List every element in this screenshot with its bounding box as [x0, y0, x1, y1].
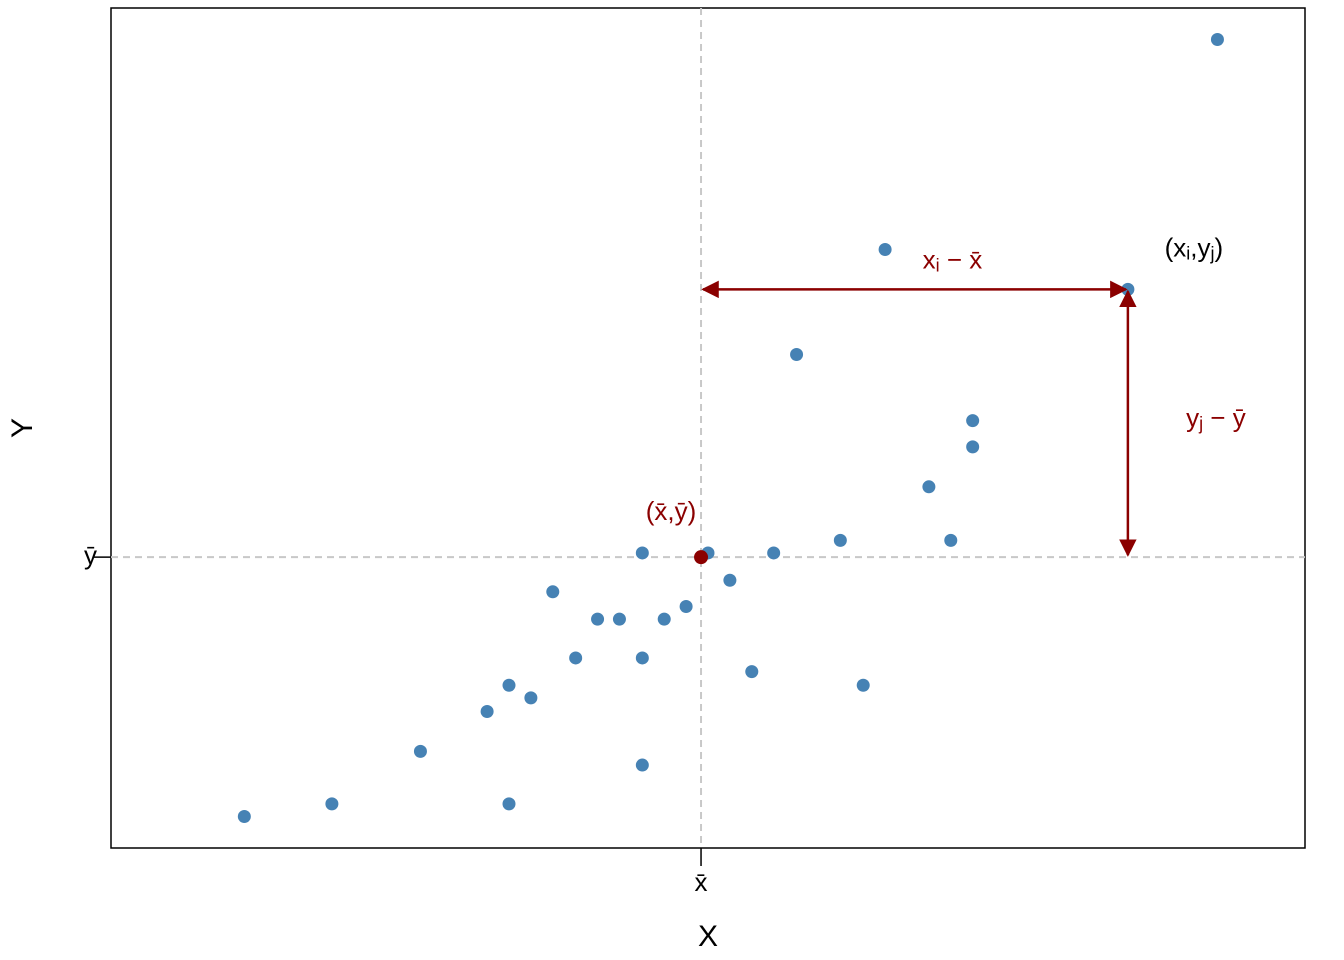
label-part: i: [936, 256, 940, 276]
point: [833, 533, 847, 547]
point: [966, 414, 980, 428]
label-part: ): [1215, 232, 1224, 262]
label-part: (x: [1165, 232, 1187, 262]
point: [856, 678, 870, 692]
point: [767, 546, 781, 560]
mean-label: (x̄,ȳ): [646, 496, 697, 526]
mean-point: [694, 550, 709, 565]
label-part: − ȳ: [1203, 402, 1246, 432]
point: [502, 678, 516, 692]
point: [635, 758, 649, 772]
y-diff-label: yj − ȳ: [1186, 402, 1246, 433]
point: [745, 665, 759, 679]
label-part: ,y: [1190, 232, 1210, 262]
x-diff-label: xi − x̄: [923, 244, 983, 275]
point: [878, 243, 892, 256]
label-part: j: [1210, 244, 1215, 264]
point: [657, 612, 671, 626]
y-axis-label: Y: [6, 418, 39, 438]
point: [944, 533, 958, 547]
y-tick-label: ȳ: [84, 540, 97, 570]
point: [679, 600, 693, 613]
point: [502, 797, 516, 811]
point: [325, 797, 339, 811]
point: [524, 691, 538, 705]
point: [635, 546, 649, 560]
label-part: − x̄: [940, 244, 983, 274]
label-part: j: [1198, 413, 1203, 433]
point: [723, 573, 737, 587]
point: [413, 744, 427, 758]
point: [237, 810, 251, 823]
x-axis-label: X: [698, 920, 718, 953]
label-part: x: [923, 244, 936, 274]
point: [1210, 33, 1224, 46]
point: [790, 348, 804, 361]
x-tick-label: x̄: [695, 867, 708, 897]
point: [546, 585, 560, 599]
point: [569, 651, 583, 665]
point: [966, 440, 980, 454]
point: [480, 705, 494, 718]
label-part: y: [1186, 402, 1199, 432]
plot-frame: [110, 7, 1306, 849]
point: [635, 651, 649, 665]
point: [591, 612, 605, 626]
point: [612, 612, 626, 626]
label-part: i: [1186, 244, 1190, 264]
point-label: (xi,yj): [1165, 232, 1224, 263]
point: [922, 480, 936, 494]
